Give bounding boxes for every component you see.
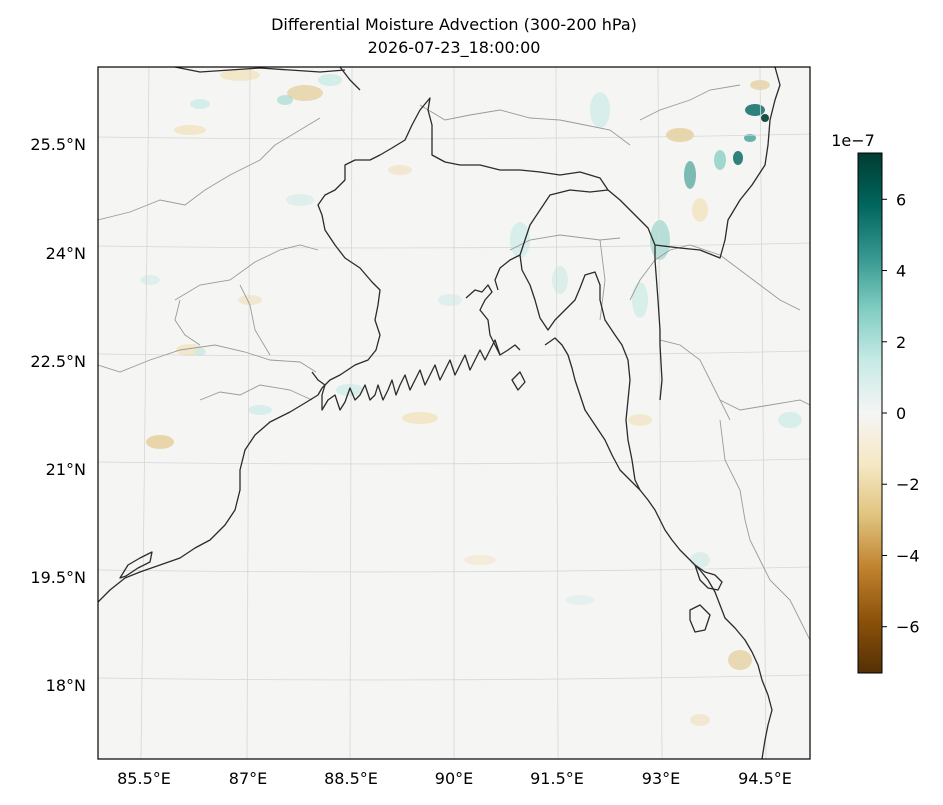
lat-label-18: 18°N xyxy=(46,676,86,695)
border-myanmar xyxy=(654,259,663,401)
colorbar-tick-label: −2 xyxy=(896,475,920,494)
gridlines xyxy=(98,67,810,759)
border-bangladesh-east xyxy=(519,189,629,361)
latitude-labels: 25.5°N 24°N 22.5°N 21°N 19.5°N 18°N xyxy=(30,135,86,695)
map-timestamp: 2026-07-23_18:00:00 xyxy=(368,38,541,58)
colorbar-gradient xyxy=(857,152,883,674)
colorbar-tick-label: 2 xyxy=(896,333,906,352)
lon-label-85-5: 85.5°E xyxy=(117,769,171,788)
gridline-lon-91-5 xyxy=(555,67,559,759)
gridline-lon-94-5 xyxy=(759,67,767,759)
lon-label-88-5: 88.5°E xyxy=(324,769,378,788)
colorbar-tick-label: 4 xyxy=(896,262,906,281)
map-title: Differential Moisture Advection (300-200… xyxy=(271,15,637,34)
gridline-lon-88-5 xyxy=(349,67,353,759)
lat-label-21: 21°N xyxy=(46,460,86,479)
colorbar: 1e−7 6 4 2 0 −2 −4 −6 xyxy=(831,131,920,674)
lon-label-90: 90°E xyxy=(435,769,473,788)
coastline-delta xyxy=(311,339,521,411)
lon-label-87: 87°E xyxy=(229,769,267,788)
colorbar-ticks: 6 4 2 0 −2 −4 −6 xyxy=(882,190,920,637)
colorbar-tick-label: 0 xyxy=(896,404,906,423)
lon-label-93: 93°E xyxy=(642,769,680,788)
lat-label-22-5: 22.5°N xyxy=(30,352,86,371)
colorbar-tick-label: −4 xyxy=(896,546,920,565)
map-frame xyxy=(97,66,811,760)
coastline-and-borders xyxy=(98,67,781,759)
lat-label-19-5: 19.5°N xyxy=(30,568,86,587)
gridline-lon-93 xyxy=(657,67,663,759)
map-panel xyxy=(98,67,810,759)
colorbar-tick-label: 6 xyxy=(896,190,906,209)
state-borders xyxy=(98,84,810,641)
border-bangladesh-west xyxy=(317,97,609,389)
coastline-west xyxy=(98,387,323,603)
gridline-lon-87 xyxy=(246,67,251,759)
lon-label-94-5: 94.5°E xyxy=(738,769,792,788)
longitude-labels: 85.5°E 87°E 88.5°E 90°E 91.5°E 93°E 94.5… xyxy=(117,769,792,788)
colorbar-multiplier: 1e−7 xyxy=(831,131,875,150)
colorbar-tick-label: −6 xyxy=(896,618,920,637)
coastline-east xyxy=(544,337,773,759)
lat-label-25-5: 25.5°N xyxy=(30,135,86,154)
lon-label-91-5: 91.5°E xyxy=(530,769,584,788)
lat-label-24: 24°N xyxy=(46,244,86,263)
gridline-lon-85-5 xyxy=(140,67,150,759)
